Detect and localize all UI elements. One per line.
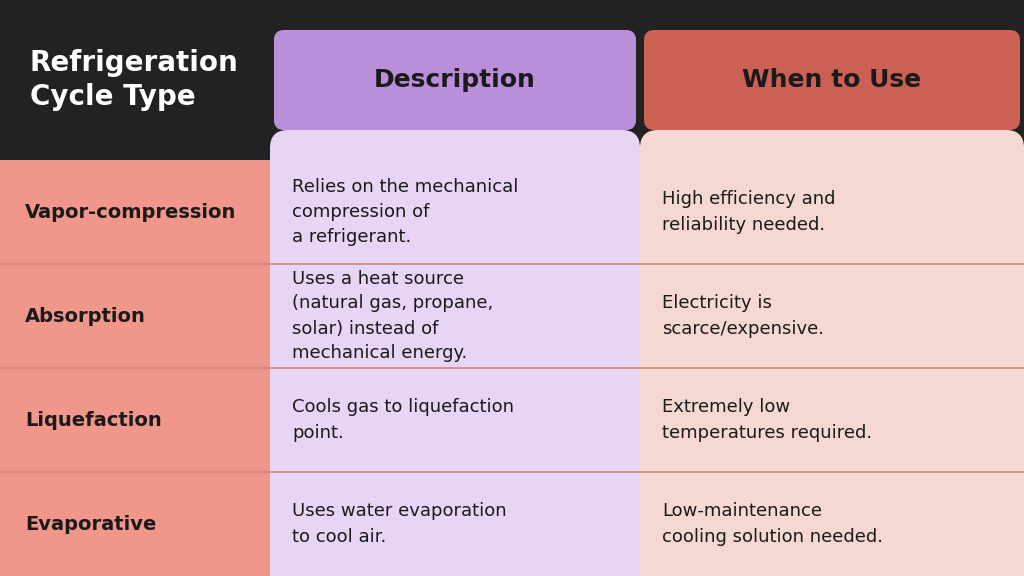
Text: When to Use: When to Use (742, 68, 922, 92)
Text: Cools gas to liquefaction
point.: Cools gas to liquefaction point. (292, 399, 514, 441)
FancyBboxPatch shape (270, 130, 640, 576)
Text: Low-maintenance
cooling solution needed.: Low-maintenance cooling solution needed. (662, 502, 883, 545)
Text: Evaporative: Evaporative (25, 514, 157, 533)
Bar (270, 540, 640, 576)
Polygon shape (0, 0, 1024, 160)
Bar (640, 540, 1024, 576)
Text: Refrigeration
Cycle Type: Refrigeration Cycle Type (30, 49, 239, 111)
Text: Electricity is
scarce/expensive.: Electricity is scarce/expensive. (662, 294, 824, 338)
Text: Relies on the mechanical
compression of
a refrigerant.: Relies on the mechanical compression of … (292, 178, 518, 246)
FancyBboxPatch shape (274, 30, 636, 130)
Text: Absorption: Absorption (25, 306, 145, 325)
Text: Uses water evaporation
to cool air.: Uses water evaporation to cool air. (292, 502, 507, 545)
Text: High efficiency and
reliability needed.: High efficiency and reliability needed. (662, 191, 836, 233)
Polygon shape (0, 160, 1024, 576)
Text: Liquefaction: Liquefaction (25, 411, 162, 430)
FancyBboxPatch shape (644, 30, 1020, 130)
Text: Extremely low
temperatures required.: Extremely low temperatures required. (662, 399, 872, 441)
Text: Vapor-compression: Vapor-compression (25, 203, 237, 222)
Text: Uses a heat source
(natural gas, propane,
solar) instead of
mechanical energy.: Uses a heat source (natural gas, propane… (292, 270, 494, 362)
FancyBboxPatch shape (640, 130, 1024, 576)
Text: Description: Description (374, 68, 536, 92)
